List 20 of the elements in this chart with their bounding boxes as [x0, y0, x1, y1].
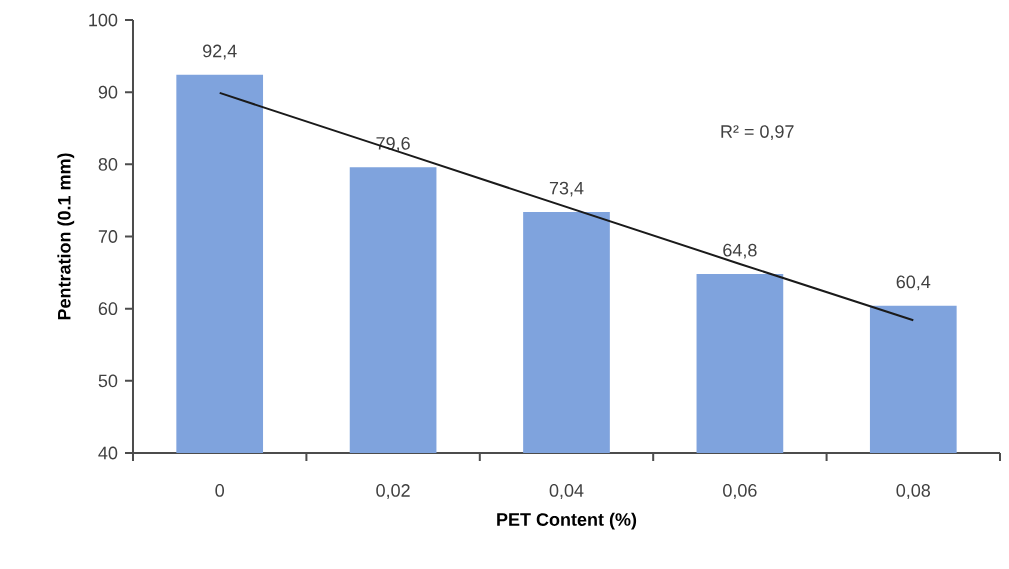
- x-tick-label: 0,06: [723, 484, 757, 499]
- x-axis-title: PET Content (%): [497, 512, 637, 530]
- y-tick-label: 80: [98, 157, 118, 171]
- data-label: 73,4: [549, 181, 584, 197]
- data-label: 60,4: [896, 275, 931, 291]
- y-tick-label: 40: [98, 446, 118, 460]
- x-tick-label: 0: [215, 484, 225, 497]
- annotation: R² = 0,97: [721, 125, 794, 141]
- x-tick-label: 0,02: [376, 484, 410, 499]
- x-tick-label: 0,08: [896, 484, 931, 499]
- x-tick-label: 0,04: [549, 484, 584, 499]
- y-tick-label: 70: [98, 230, 118, 243]
- y-tick-label: 50: [98, 374, 118, 388]
- y-tick-label: 100: [89, 13, 118, 27]
- y-axis-title: Pentration (0.1 mm): [57, 153, 75, 320]
- data-label: 92,4: [203, 44, 237, 60]
- y-tick-label: 90: [98, 85, 118, 99]
- data-label: 79,6: [376, 136, 410, 152]
- data-label: 64,8: [723, 243, 757, 259]
- y-tick-label: 60: [98, 302, 118, 316]
